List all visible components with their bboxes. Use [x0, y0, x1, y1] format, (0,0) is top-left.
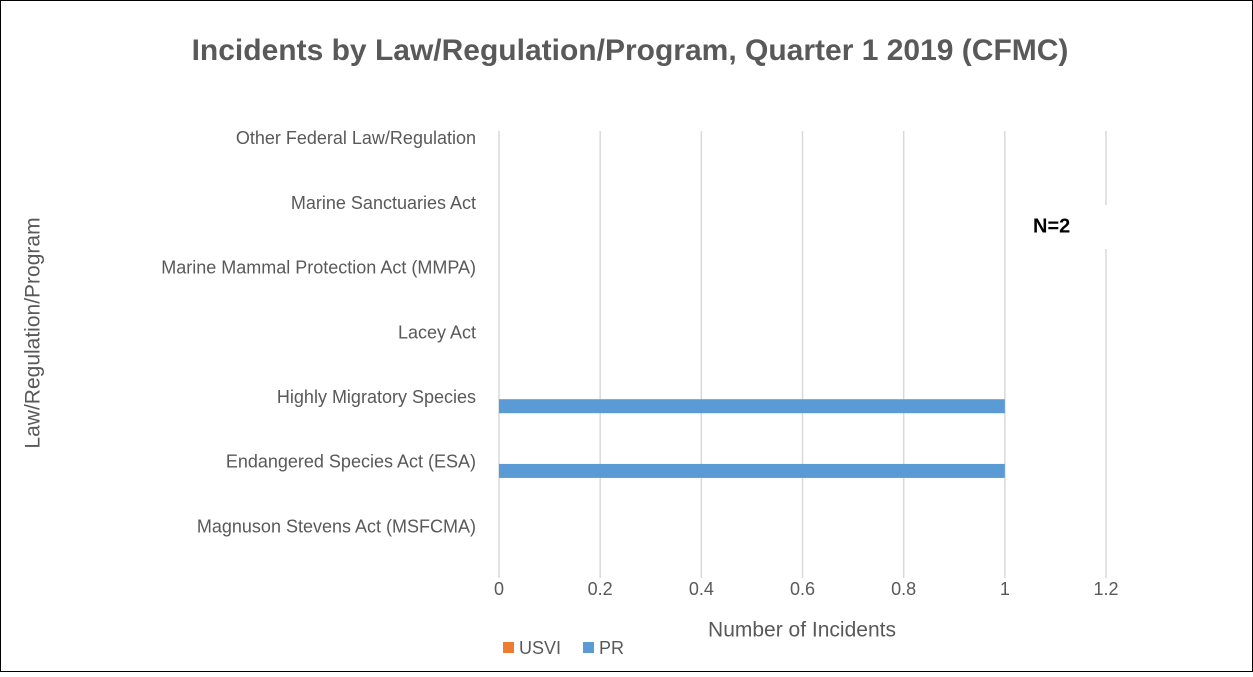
chart-title: Incidents by Law/Regulation/Program, Qua…: [192, 34, 1069, 67]
x-tick-label: 1: [1000, 579, 1010, 599]
y-axis-label: Law/Regulation/Program: [22, 217, 45, 448]
y-tick-label: Other Federal Law/Regulation: [236, 128, 476, 148]
grid: 0 0.2 0.4 0.6 0.8 1 1.2 Other Federal Law/Regul…: [161, 128, 1118, 599]
y-tick-label: Lacey Act: [398, 322, 476, 342]
legend: USVI PR: [503, 638, 624, 658]
legend-swatch: [583, 642, 594, 653]
x-tick-label: 0: [494, 579, 504, 599]
legend-label: USVI: [519, 638, 561, 658]
x-tick-label: 0.8: [891, 579, 916, 599]
y-tick-label: Marine Sanctuaries Act: [291, 193, 476, 213]
annotation: N=2: [1033, 215, 1070, 237]
y-tick-label: Magnuson Stevens Act (MSFCMA): [197, 516, 476, 536]
annotation-box: [1022, 205, 1112, 249]
y-tick-label: Marine Mammal Protection Act (MMPA): [161, 258, 476, 278]
x-tick-label: 0.4: [689, 579, 714, 599]
bars: [499, 399, 1005, 478]
bar: [499, 399, 1005, 414]
legend-label: PR: [599, 638, 624, 658]
legend-swatch: [503, 642, 514, 653]
x-tick-label: 1.2: [1093, 579, 1118, 599]
bar: [499, 463, 1005, 478]
y-tick-label: Highly Migratory Species: [277, 387, 476, 407]
x-axis-label: Number of Incidents: [708, 619, 896, 642]
x-tick-label: 0.2: [588, 579, 613, 599]
y-tick-label: Endangered Species Act (ESA): [226, 452, 476, 472]
x-tick-label: 0.6: [790, 579, 815, 599]
